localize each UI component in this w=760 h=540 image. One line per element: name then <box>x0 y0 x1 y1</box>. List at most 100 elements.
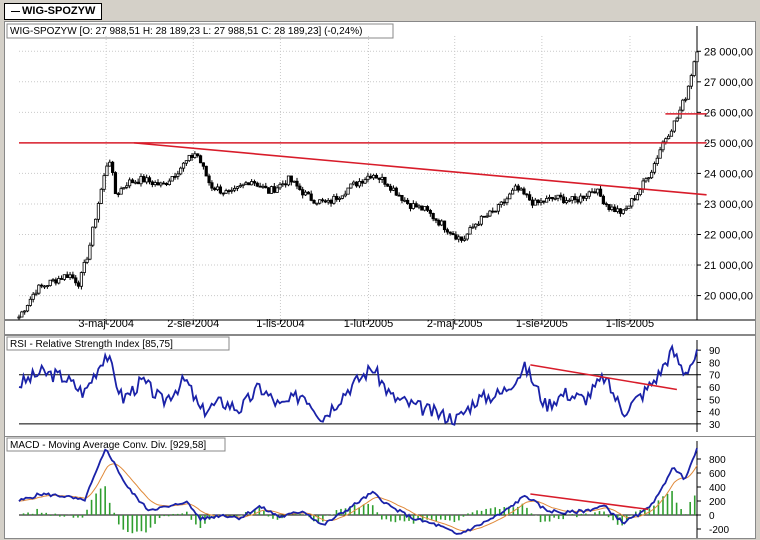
chart-tab[interactable]: WIG-SPOZYW <box>4 3 103 20</box>
rsi-y-tick-label: 40 <box>709 408 721 419</box>
price-candle <box>320 199 325 202</box>
price-candle <box>181 162 186 169</box>
price-candle <box>269 186 274 194</box>
price-candle <box>329 199 333 204</box>
price-candle <box>686 85 691 100</box>
price-candle <box>547 196 552 199</box>
price-y-tick-label: 27 000,00 <box>704 77 753 89</box>
price-candle <box>59 278 64 280</box>
price-candle <box>417 205 421 208</box>
price-candle <box>664 138 668 143</box>
price-y-tick-label: 26 000,00 <box>704 107 753 119</box>
price-candle <box>655 157 659 165</box>
price-candle <box>258 185 262 188</box>
rsi-y-tick-label: 50 <box>709 395 721 406</box>
price-candle <box>119 188 123 195</box>
price-candle <box>675 117 679 122</box>
rsi-trendline <box>530 364 678 391</box>
price-candle <box>607 204 611 210</box>
rsi-pane[interactable]: RSI - Relative Strength Index [85,75] 30 4… <box>4 335 756 437</box>
price-candle <box>210 182 214 189</box>
price-candle <box>522 188 526 195</box>
price-candle <box>354 181 359 187</box>
macd-pane[interactable]: MACD - Moving Average Conv. Div. [929,58… <box>4 436 756 539</box>
price-candle <box>111 161 115 173</box>
price-candle <box>434 218 438 221</box>
price-candle <box>105 165 109 177</box>
price-candle <box>488 210 492 217</box>
price-candle <box>96 203 101 220</box>
price-candle <box>156 182 160 186</box>
macd-y-tick-label: 200 <box>709 497 726 508</box>
price-candle <box>496 204 501 212</box>
price-candle <box>207 175 211 184</box>
price-candle <box>284 183 288 186</box>
price-candle <box>584 195 588 199</box>
price-candle <box>244 182 248 185</box>
macd-title: MACD - Moving Average Conv. Div. [929,58… <box>10 440 206 451</box>
price-x-tick-label: 1-sie-2005 <box>516 318 568 330</box>
price-candle <box>369 175 373 179</box>
price-candle <box>281 183 285 186</box>
price-candle <box>275 187 279 193</box>
price-candle <box>286 175 291 186</box>
rsi-y-tick-label: 70 <box>709 371 721 382</box>
price-candle <box>88 244 92 260</box>
price-candle <box>230 189 234 192</box>
price-candle <box>681 99 685 111</box>
macd-series-line <box>18 447 698 535</box>
rsi-series-line <box>18 343 698 426</box>
macd-trendline <box>530 493 649 511</box>
price-pane[interactable]: WIG-SPOZYW [O: 27 988,51 H: 28 189,23 L:… <box>4 21 756 335</box>
price-candle <box>590 191 594 194</box>
price-candle <box>420 205 424 211</box>
price-y-tick-label: 25 000,00 <box>704 138 753 150</box>
price-candle <box>669 130 674 137</box>
price-candle <box>485 215 489 218</box>
price-candle <box>116 193 120 196</box>
price-candle <box>479 215 484 225</box>
price-candle <box>632 198 637 201</box>
price-candle <box>465 233 469 240</box>
price-candle <box>139 176 143 185</box>
price-y-tick-label: 21 000,00 <box>704 260 753 272</box>
price-candle <box>162 182 166 185</box>
price-candle <box>250 181 254 186</box>
price-candle <box>519 188 523 191</box>
price-candle <box>153 182 157 185</box>
price-candle <box>389 185 393 191</box>
price-candle <box>352 181 356 185</box>
price-candle <box>215 186 220 191</box>
price-candle <box>93 218 98 228</box>
price-candle <box>383 176 387 185</box>
price-candle <box>65 274 69 278</box>
price-candle <box>213 187 217 191</box>
price-candle <box>613 206 617 213</box>
price-candle <box>343 193 347 197</box>
price-candle <box>179 167 183 175</box>
price-candle <box>147 177 152 183</box>
price-candle <box>562 196 566 204</box>
price-candle <box>340 195 344 199</box>
price-y-tick-label: 24 000,00 <box>704 168 753 180</box>
price-y-tick-label: 22 000,00 <box>704 229 753 241</box>
price-candle <box>335 195 339 200</box>
price-candle <box>193 153 197 158</box>
macd-chart-svg: MACD - Moving Average Conv. Div. [929,58… <box>6 437 729 538</box>
price-candle <box>303 191 308 196</box>
price-candle <box>596 188 600 194</box>
price-candle <box>57 278 61 284</box>
price-candle <box>326 199 330 203</box>
price-candle <box>176 173 180 177</box>
rsi-y-tick-label: 90 <box>709 346 721 357</box>
price-candle <box>437 219 441 226</box>
price-candle <box>442 220 447 231</box>
price-candle <box>264 185 268 189</box>
price-candle <box>539 200 543 204</box>
price-trendline <box>133 142 707 196</box>
price-y-tick-label: 20 000,00 <box>704 291 753 303</box>
price-candle <box>695 51 699 63</box>
price-candle <box>31 293 35 300</box>
price-candle <box>34 292 38 295</box>
price-candle <box>380 176 384 180</box>
